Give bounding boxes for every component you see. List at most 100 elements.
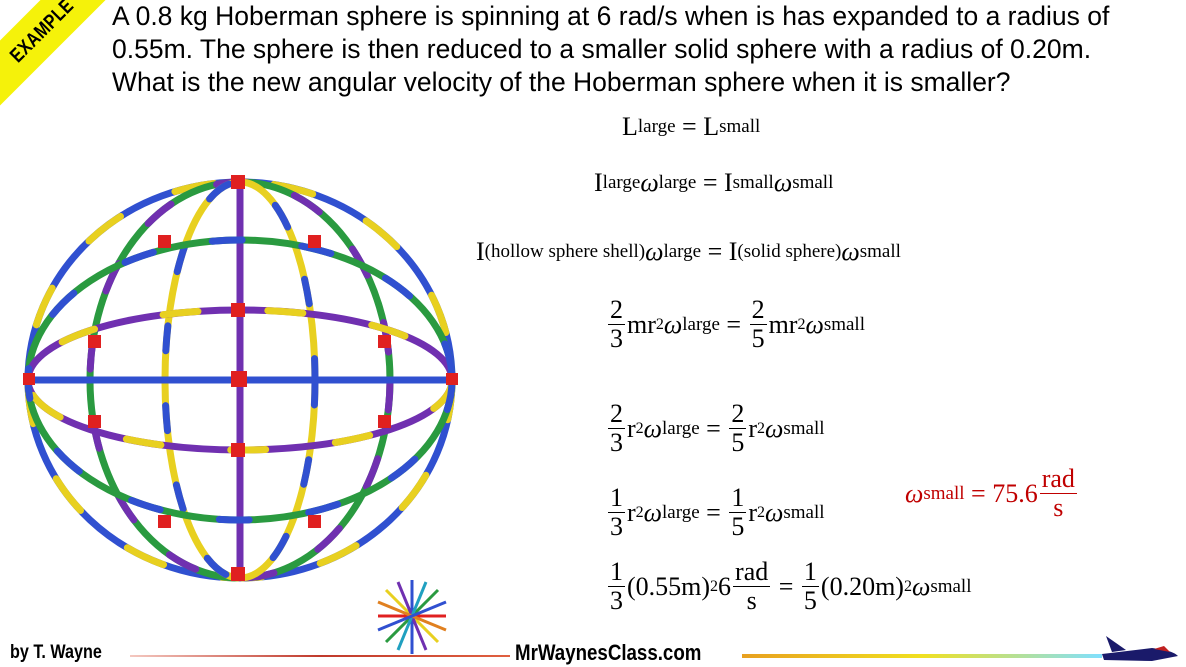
omega: ω bbox=[841, 237, 860, 266]
equals: = bbox=[778, 571, 794, 601]
den: 5 bbox=[731, 428, 745, 457]
equation-6: 1 3 r 2 ω large = 1 5 r 2 ω small bbox=[606, 484, 825, 541]
omega: ω bbox=[765, 497, 784, 527]
banner-label: EXAMPLE bbox=[5, 0, 78, 67]
sub: large bbox=[662, 417, 700, 439]
small-hoberman-sphere-image bbox=[377, 580, 447, 654]
den: 3 bbox=[610, 324, 623, 353]
r: r bbox=[627, 497, 636, 527]
exp: 2 bbox=[635, 503, 644, 521]
radius-large: (0.55m) bbox=[627, 571, 711, 601]
mr: mr bbox=[627, 309, 656, 339]
question-text: A 0.8 kg Hoberman sphere is spinning at … bbox=[112, 1, 1110, 97]
den: 3 bbox=[610, 586, 623, 615]
exp: 2 bbox=[797, 315, 806, 333]
equation-5: 2 3 r 2 ω large = 2 5 r 2 ω small bbox=[606, 400, 825, 457]
sub: large bbox=[602, 172, 641, 193]
omega: ω bbox=[805, 309, 824, 339]
author-credit: by T. Wayne bbox=[10, 642, 102, 663]
omega-value: 6 bbox=[718, 571, 732, 601]
den: 5 bbox=[731, 512, 745, 541]
sub: small bbox=[783, 501, 825, 523]
sub: small bbox=[930, 575, 972, 597]
divider-line bbox=[130, 655, 510, 657]
equation-3: I (hollow sphere shell) ω large = I (solid s… bbox=[476, 237, 901, 267]
omega: ω bbox=[643, 413, 663, 443]
den: s bbox=[746, 586, 757, 615]
rocket-logo-icon bbox=[1102, 636, 1178, 661]
num: 1 bbox=[608, 483, 625, 513]
exp: 2 bbox=[757, 503, 766, 521]
den: 3 bbox=[610, 512, 623, 541]
exp: 2 bbox=[710, 577, 719, 595]
symbol: I bbox=[476, 237, 485, 266]
num: 2 bbox=[608, 295, 625, 325]
equals: = bbox=[706, 497, 721, 527]
answer: ω small = 75.6 rad s bbox=[905, 465, 1079, 522]
equals: = bbox=[702, 168, 718, 197]
equation-7: 1 3 (0.55m) 2 6 rad s = 1 5 (0.20m) 2 ω small bbox=[606, 558, 972, 615]
sub: (solid sphere) bbox=[737, 241, 842, 262]
num: 1 bbox=[801, 557, 819, 587]
symbol: L bbox=[622, 112, 638, 141]
exp: 2 bbox=[655, 315, 664, 333]
den: 5 bbox=[751, 324, 765, 353]
sub: small bbox=[783, 417, 825, 439]
sub: large bbox=[682, 313, 720, 335]
num: rad bbox=[1039, 464, 1077, 494]
sub: large bbox=[658, 172, 697, 193]
num: 1 bbox=[729, 483, 747, 513]
r: r bbox=[748, 497, 758, 527]
exp: 2 bbox=[635, 419, 644, 437]
fraction: rad s bbox=[733, 558, 771, 615]
exp: 2 bbox=[903, 577, 912, 595]
equals: = bbox=[682, 112, 697, 141]
sub: (hollow sphere shell) bbox=[484, 241, 646, 262]
site-link[interactable]: MrWaynesClass.com bbox=[515, 640, 702, 665]
equals: = bbox=[707, 237, 723, 266]
r: r bbox=[627, 413, 636, 443]
omega: ω bbox=[905, 478, 924, 508]
omega: ω bbox=[663, 309, 683, 339]
sub: small bbox=[719, 116, 761, 137]
equals: = bbox=[726, 309, 742, 339]
exp: 2 bbox=[757, 419, 766, 437]
sub: small bbox=[792, 172, 834, 193]
equals: = bbox=[706, 413, 721, 443]
sub: small bbox=[923, 482, 965, 504]
divider-line bbox=[742, 654, 1102, 658]
omega: ω bbox=[911, 571, 931, 601]
num: 2 bbox=[749, 295, 767, 325]
omega: ω bbox=[645, 237, 664, 266]
num: 2 bbox=[608, 399, 625, 429]
r: r bbox=[748, 413, 758, 443]
omega: ω bbox=[643, 497, 663, 527]
num: 2 bbox=[729, 399, 747, 429]
hoberman-sphere-image bbox=[23, 175, 458, 582]
mr: mr bbox=[768, 309, 798, 339]
symbol: I bbox=[594, 168, 603, 197]
den: s bbox=[1053, 493, 1064, 522]
symbol: I bbox=[723, 168, 733, 197]
sub: large bbox=[663, 241, 702, 262]
sub: small bbox=[823, 313, 865, 335]
sub: large bbox=[637, 116, 676, 137]
sub: small bbox=[732, 172, 774, 193]
fraction: rad s bbox=[1039, 464, 1077, 522]
radius-small: (0.20m) bbox=[820, 571, 904, 601]
omega: ω bbox=[640, 168, 659, 197]
symbol: L bbox=[703, 112, 720, 141]
symbol: I bbox=[728, 237, 738, 266]
answer-value: = 75.6 bbox=[971, 478, 1038, 508]
den: 5 bbox=[803, 586, 817, 615]
sub: large bbox=[662, 501, 700, 523]
